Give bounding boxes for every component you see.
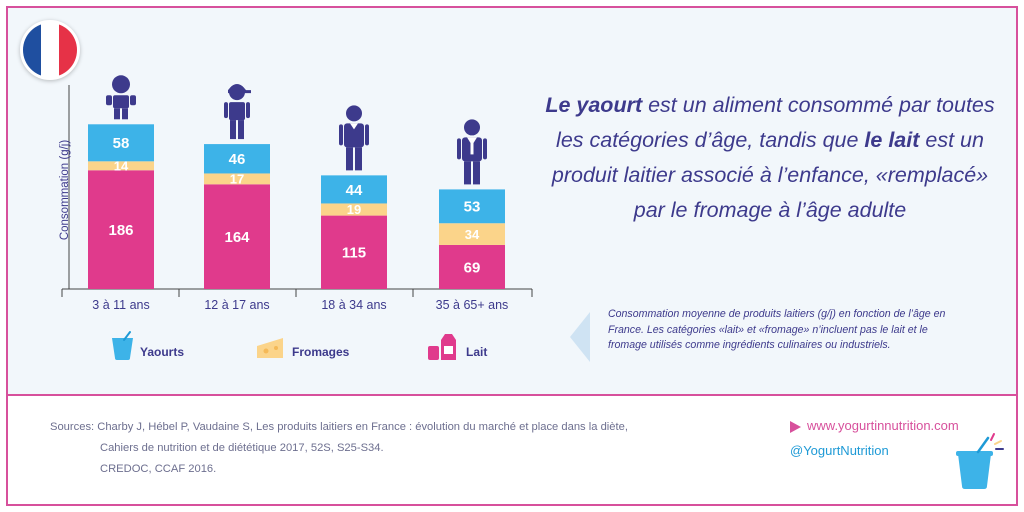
figure-arm-right xyxy=(246,102,250,119)
figure-arm-left xyxy=(224,102,228,119)
headline-milk: le lait xyxy=(864,128,920,152)
figure-leg-right xyxy=(238,120,244,140)
data-label-lait-0: 186 xyxy=(108,222,133,239)
cheese-hole-1 xyxy=(263,348,269,354)
source-line-3: CREDOC, CCAF 2016. xyxy=(100,463,217,475)
website-text: www.yogurtinnutrition.com xyxy=(807,418,959,433)
figure-leg-right xyxy=(473,161,480,185)
figure-leg-left xyxy=(346,147,353,171)
adult-icon xyxy=(339,105,369,171)
data-label-yaourts-3: 53 xyxy=(464,199,481,216)
bar-yaourts-2 xyxy=(321,175,387,204)
figure-cap xyxy=(228,84,251,94)
data-label-lait-1: 164 xyxy=(224,229,250,246)
data-label-fromages-0: 14 xyxy=(114,158,129,173)
figure-arm-left xyxy=(339,124,343,146)
x-tick-label-1: 12 à 17 ans xyxy=(204,298,269,312)
data-label-yaourts-2: 44 xyxy=(346,182,363,199)
headline-yogurt: Le yaourt xyxy=(545,93,643,117)
figure-collar xyxy=(350,123,358,130)
yogurt-cup-logo-icon xyxy=(956,433,1004,489)
cheese-hole-2 xyxy=(274,346,278,350)
france-flag-icon xyxy=(20,20,80,80)
data-label-lait-3: 69 xyxy=(464,259,481,276)
x-tick-label-0: 3 à 11 ans xyxy=(92,298,149,312)
outer-frame xyxy=(6,6,1018,506)
x-tick-label-2: 18 à 34 ans xyxy=(321,298,386,312)
legend-label-lait: Lait xyxy=(466,345,487,359)
cheese-body xyxy=(257,338,283,358)
legend-label-fromages: Fromages xyxy=(292,345,350,359)
figure-arm-right xyxy=(483,138,487,160)
child-icon xyxy=(106,75,136,120)
figure-body xyxy=(344,123,364,148)
figure-tie xyxy=(470,140,474,155)
cheese-icon xyxy=(257,338,283,358)
bar-yaourts-3 xyxy=(439,189,505,224)
chart-note: Consommation moyenne de produits laitier… xyxy=(608,308,946,351)
note-arrow-icon xyxy=(570,312,590,362)
yogurt-cup-icon xyxy=(112,331,133,360)
figure-head xyxy=(346,105,362,122)
milk-label xyxy=(444,346,453,354)
legend-label-yaourts: Yaourts xyxy=(140,345,184,359)
bar-lait-1 xyxy=(204,184,270,289)
play-arrow-icon xyxy=(790,420,801,433)
headline: Le yaourt est un aliment consommé par to… xyxy=(540,88,1000,228)
y-axis-label: Consommation (g/j) xyxy=(59,140,71,241)
data-label-yaourts-0: 58 xyxy=(113,135,130,152)
figure-body xyxy=(113,95,129,109)
section-divider xyxy=(8,394,1016,396)
cup-spoon xyxy=(123,331,131,341)
bar-fromages-1 xyxy=(204,173,270,185)
teen-icon xyxy=(224,84,251,140)
data-label-fromages-1: 17 xyxy=(230,172,244,187)
chart-panel-background xyxy=(8,8,1016,394)
bar-fromages-3 xyxy=(439,223,505,245)
x-tick-label-3: 35 à 65+ ans xyxy=(436,298,509,312)
figure-head xyxy=(112,75,130,94)
twitter-handle-link[interactable]: @YogurtNutrition xyxy=(790,443,889,458)
figure-leg-right xyxy=(122,108,128,120)
figure-body xyxy=(229,102,245,121)
figure-arm-left xyxy=(457,138,461,160)
figure-leg-left xyxy=(230,120,236,140)
headline-text-2: est un produit laitier associé à l’enfan… xyxy=(551,128,989,222)
data-label-lait-2: 115 xyxy=(342,245,366,262)
bar-lait-3 xyxy=(439,244,505,289)
bar-yaourts-1 xyxy=(204,144,270,174)
data-label-fromages-2: 19 xyxy=(347,202,361,217)
senior-icon xyxy=(457,119,487,185)
milk-glass xyxy=(428,346,439,360)
sources: Sources: Charby J, Hébel P, Vaudaine S, … xyxy=(50,417,628,480)
figure-leg-right xyxy=(355,147,362,171)
data-label-yaourts-1: 46 xyxy=(229,151,246,168)
figure-arm-right xyxy=(130,95,136,106)
milk-icon xyxy=(428,334,456,360)
figure-arm-right xyxy=(365,124,369,146)
bar-fromages-0 xyxy=(88,161,154,171)
source-line-2: Cahiers de nutrition et de diététique 20… xyxy=(100,442,384,454)
website-link[interactable]: www.yogurtinnutrition.com xyxy=(790,418,959,433)
bar-yaourts-0 xyxy=(88,124,154,162)
figure-leg-left xyxy=(114,108,120,120)
figure-leg-left xyxy=(464,161,471,185)
bar-fromages-2 xyxy=(321,203,387,216)
headline-text-1: est un aliment consommé par toutes les c… xyxy=(556,93,995,152)
figure-head xyxy=(464,119,480,136)
bar-lait-0 xyxy=(88,170,154,289)
source-line-1: Sources: Charby J, Hébel P, Vaudaine S, … xyxy=(50,421,628,433)
cup-body xyxy=(112,338,133,360)
bar-lait-2 xyxy=(321,215,387,289)
figure-arm-left xyxy=(106,95,112,106)
data-label-fromages-3: 34 xyxy=(465,227,480,242)
